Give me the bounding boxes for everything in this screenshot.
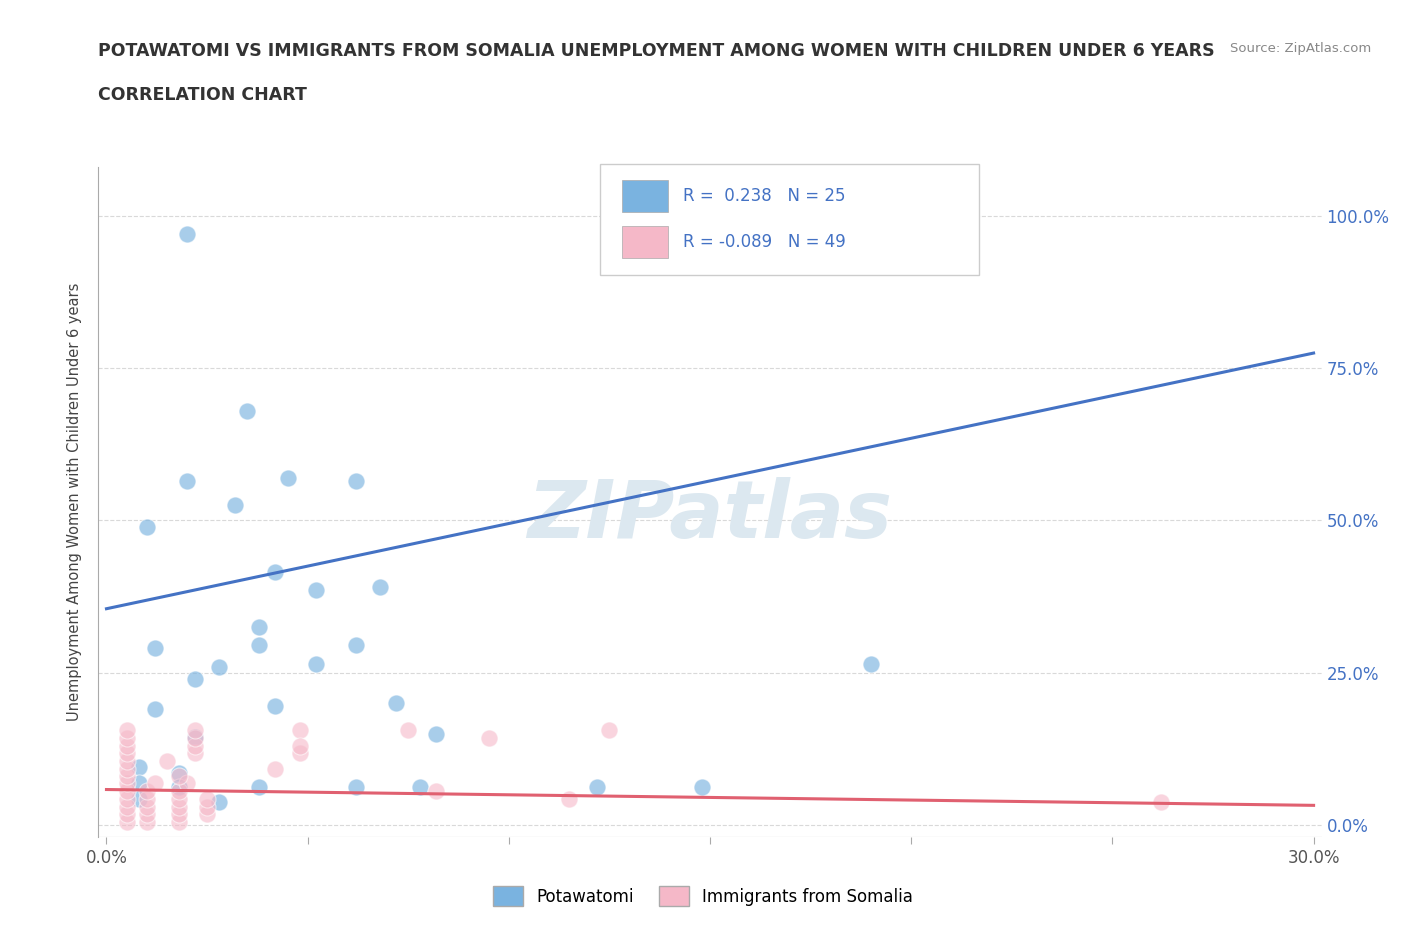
Point [236, 404, 259, 418]
Text: CORRELATION CHART: CORRELATION CHART [98, 86, 308, 103]
Point [128, 791, 150, 806]
Point [598, 723, 620, 737]
Point [115, 746, 138, 761]
Text: Source: ZipAtlas.com: Source: ZipAtlas.com [1230, 42, 1371, 55]
Point [184, 738, 207, 753]
Point [156, 753, 179, 768]
Point [288, 738, 311, 753]
FancyBboxPatch shape [621, 180, 668, 212]
Point [288, 746, 311, 761]
Point [115, 799, 138, 814]
Point [277, 471, 299, 485]
Point [135, 799, 157, 814]
Point [305, 656, 328, 671]
Point [690, 779, 713, 794]
Point [409, 779, 432, 794]
Point [184, 731, 207, 746]
Point [264, 565, 287, 579]
Point [184, 723, 207, 737]
Point [425, 784, 447, 799]
Point [658, 227, 681, 242]
Point [368, 580, 391, 595]
Point [176, 227, 198, 242]
Point [115, 791, 138, 806]
Point [167, 791, 190, 806]
Point [143, 776, 166, 790]
Point [115, 731, 138, 746]
Point [135, 806, 157, 821]
Point [264, 762, 287, 777]
Point [1150, 794, 1173, 809]
Point [167, 784, 190, 799]
Point [135, 815, 157, 830]
Y-axis label: Unemployment Among Women with Children Under 6 years: Unemployment Among Women with Children U… [67, 283, 83, 722]
Point [128, 776, 150, 790]
Point [558, 791, 581, 806]
Point [176, 776, 198, 790]
Point [859, 656, 882, 671]
Point [167, 815, 190, 830]
Point [385, 696, 408, 711]
Point [115, 806, 138, 821]
Point [135, 791, 157, 806]
Point [586, 779, 609, 794]
FancyBboxPatch shape [621, 226, 668, 258]
Point [115, 776, 138, 790]
Point [167, 769, 190, 784]
Point [396, 723, 419, 737]
Point [195, 799, 218, 814]
Point [143, 702, 166, 717]
Point [115, 815, 138, 830]
Text: R = -0.089   N = 49: R = -0.089 N = 49 [683, 232, 846, 251]
Point [184, 671, 207, 686]
Point [135, 519, 157, 534]
Text: ZIPatlas: ZIPatlas [527, 476, 893, 554]
Point [176, 473, 198, 488]
Point [184, 746, 207, 761]
Point [344, 779, 367, 794]
Text: R =  0.238   N = 25: R = 0.238 N = 25 [683, 187, 845, 206]
Point [224, 498, 246, 512]
Point [264, 698, 287, 713]
Point [135, 784, 157, 799]
Point [344, 473, 367, 488]
Point [143, 641, 166, 656]
FancyBboxPatch shape [600, 164, 979, 274]
Point [288, 723, 311, 737]
Point [167, 799, 190, 814]
Point [167, 779, 190, 794]
Point [305, 583, 328, 598]
Point [115, 723, 138, 737]
Point [247, 619, 270, 634]
Point [167, 765, 190, 780]
Point [247, 638, 270, 653]
Point [128, 760, 150, 775]
Point [195, 806, 218, 821]
Point [184, 729, 207, 744]
Text: POTAWATOMI VS IMMIGRANTS FROM SOMALIA UNEMPLOYMENT AMONG WOMEN WITH CHILDREN UND: POTAWATOMI VS IMMIGRANTS FROM SOMALIA UN… [98, 42, 1215, 60]
Point [115, 738, 138, 753]
Point [247, 779, 270, 794]
Point [344, 638, 367, 653]
Point [195, 791, 218, 806]
Legend: Potawatomi, Immigrants from Somalia: Potawatomi, Immigrants from Somalia [486, 880, 920, 912]
Point [115, 769, 138, 784]
Point [208, 794, 231, 809]
Point [208, 659, 231, 674]
Point [167, 806, 190, 821]
Point [115, 762, 138, 777]
Point [115, 784, 138, 799]
Point [115, 753, 138, 768]
Point [478, 731, 501, 746]
Point [425, 726, 447, 741]
